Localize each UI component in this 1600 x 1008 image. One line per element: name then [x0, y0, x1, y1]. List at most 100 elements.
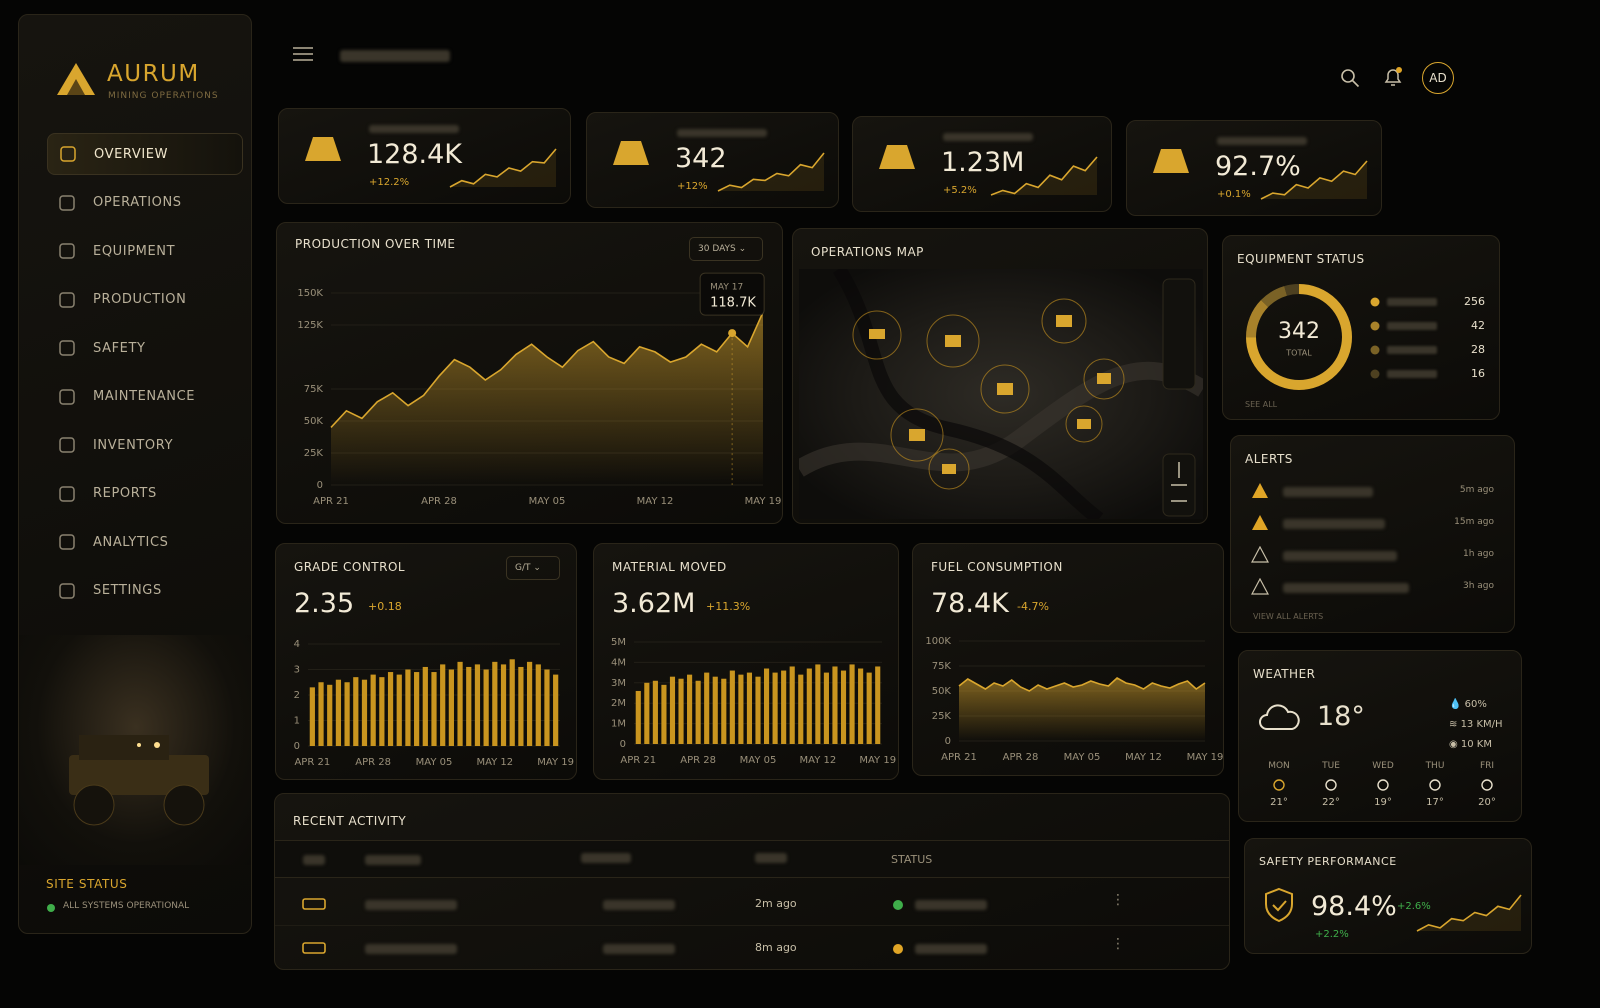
alert-time: 1h ago: [1462, 549, 1494, 559]
bar: [806, 668, 812, 744]
icon-shape: [1251, 546, 1269, 563]
kpi-icon: [879, 145, 915, 169]
view-all-alerts[interactable]: VIEW ALL ALERTS: [1253, 612, 1324, 621]
forecast-temp: 22°: [1322, 797, 1340, 808]
bar: [309, 687, 315, 746]
kpi-card: 342 +12%: [586, 112, 839, 208]
nav-item[interactable]: SAFETY: [47, 327, 243, 369]
weather-details: 💧 60% ≋ 13 KM/H ◉ 10 KM: [1449, 695, 1503, 755]
sparkline-area: [718, 153, 824, 191]
bar: [370, 674, 376, 746]
bar: [440, 664, 446, 746]
bar: [500, 664, 507, 746]
bar: [474, 664, 481, 746]
nav-label: MAINTENANCE: [93, 389, 196, 404]
bar: [798, 674, 804, 744]
y-tick-label: 1M: [611, 719, 626, 730]
unit-dropdown[interactable]: G/T ⌄: [506, 556, 560, 580]
row-menu[interactable]: ⋮: [1111, 892, 1125, 908]
range-label: 30 DAYS: [698, 244, 736, 254]
bar: [431, 672, 437, 746]
nav-item[interactable]: ANALYTICS: [47, 521, 243, 563]
panel-title: PRODUCTION OVER TIME: [295, 237, 456, 251]
bar: [405, 669, 411, 746]
nav-item[interactable]: REPORTS: [47, 473, 243, 515]
bar: [832, 666, 838, 744]
bar: [396, 674, 402, 746]
legend-label-blur: [1387, 346, 1437, 354]
icon-shape: [302, 942, 326, 954]
sparkline: [1260, 160, 1368, 200]
alerts-panel: ALERTS 5m ago 15m ago 1h ago 3h ago VIEW AL…: [1230, 435, 1515, 633]
y-tick-label: 4: [294, 639, 300, 650]
nav-label: EQUIPMENT: [93, 243, 176, 259]
row-icon: [302, 942, 326, 954]
nav-icon: [59, 340, 75, 356]
y-tick-label: 3: [294, 665, 300, 676]
nav-icon: [59, 437, 75, 453]
bar: [738, 674, 744, 744]
kpi-value: 2.35: [294, 588, 355, 619]
map-view[interactable]: [799, 269, 1203, 519]
nav-item[interactable]: OPERATIONS: [47, 182, 243, 224]
donut-segment: [1246, 284, 1352, 390]
forecast-day: TUE: [1322, 761, 1340, 771]
row-menu[interactable]: ⋮: [1111, 936, 1125, 952]
column-header: [365, 855, 421, 865]
legend-label-blur: [1387, 322, 1437, 330]
notifications-button[interactable]: [1382, 66, 1404, 88]
kpi-icon: [305, 137, 341, 161]
site-selector[interactable]: [340, 50, 450, 62]
bar: [858, 668, 864, 744]
shield-icon: [1265, 887, 1293, 923]
icon-shape: [1273, 779, 1285, 791]
row-time: 8m ago: [755, 941, 797, 954]
nav-item[interactable]: PRODUCTION: [47, 279, 243, 321]
y-tick-label: 50K: [304, 416, 324, 427]
nav-item[interactable]: INVENTORY: [47, 424, 243, 466]
panel-title: RECENT ACTIVITY: [293, 814, 407, 828]
sparkline-area: [991, 157, 1097, 195]
column-header: [303, 855, 325, 865]
kpi-change: +12%: [677, 181, 708, 192]
line: [958, 677, 1206, 692]
nav-item[interactable]: SETTINGS: [47, 570, 243, 612]
user-avatar[interactable]: AD: [1422, 62, 1454, 94]
bar: [704, 672, 710, 744]
nav-item[interactable]: EQUIPMENT: [47, 230, 243, 272]
row-name-blur: [365, 900, 457, 910]
range-dropdown[interactable]: 30 DAYS ⌄: [689, 237, 763, 261]
nav-icon: [59, 485, 75, 502]
x-tick-label: APR 28: [355, 757, 391, 768]
search-button[interactable]: [1340, 68, 1360, 88]
see-all-link[interactable]: SEE ALL: [1245, 400, 1278, 409]
area: [331, 312, 763, 485]
truck-illustration: [69, 735, 209, 826]
nav-item[interactable]: OVERVIEW: [47, 133, 243, 175]
visibility-value: 10 KM: [1460, 739, 1492, 750]
wind: ≋ 13 KM/H: [1449, 719, 1503, 730]
kpi-sparkline: [1260, 160, 1368, 200]
kpi-change: -4.7%: [1017, 600, 1049, 613]
nav-item[interactable]: MAINTENANCE: [47, 376, 243, 418]
brand-tagline: MINING OPERATIONS: [108, 91, 219, 101]
sparkline: [717, 152, 825, 192]
y-tick-label: 0: [294, 741, 300, 752]
x-tick-label: MAY 05: [1064, 752, 1101, 763]
bar: [815, 664, 821, 744]
wind-value: 13 KM/H: [1460, 719, 1503, 730]
kpi-change: +5.2%: [943, 185, 977, 196]
kpi-sparkline: [449, 148, 557, 188]
alert-time: 15m ago: [1454, 517, 1494, 527]
row-location-blur: [603, 900, 675, 910]
y-tick-label: 50K: [932, 686, 952, 697]
status-dot: [893, 900, 903, 910]
menu-button[interactable]: [293, 46, 313, 62]
humidity-value: 60%: [1464, 699, 1487, 710]
nav-label: OVERVIEW: [94, 146, 169, 162]
kpi-value: 78.4K: [931, 588, 1009, 619]
forecast-temp: 19°: [1374, 797, 1392, 808]
bar: [414, 672, 420, 746]
